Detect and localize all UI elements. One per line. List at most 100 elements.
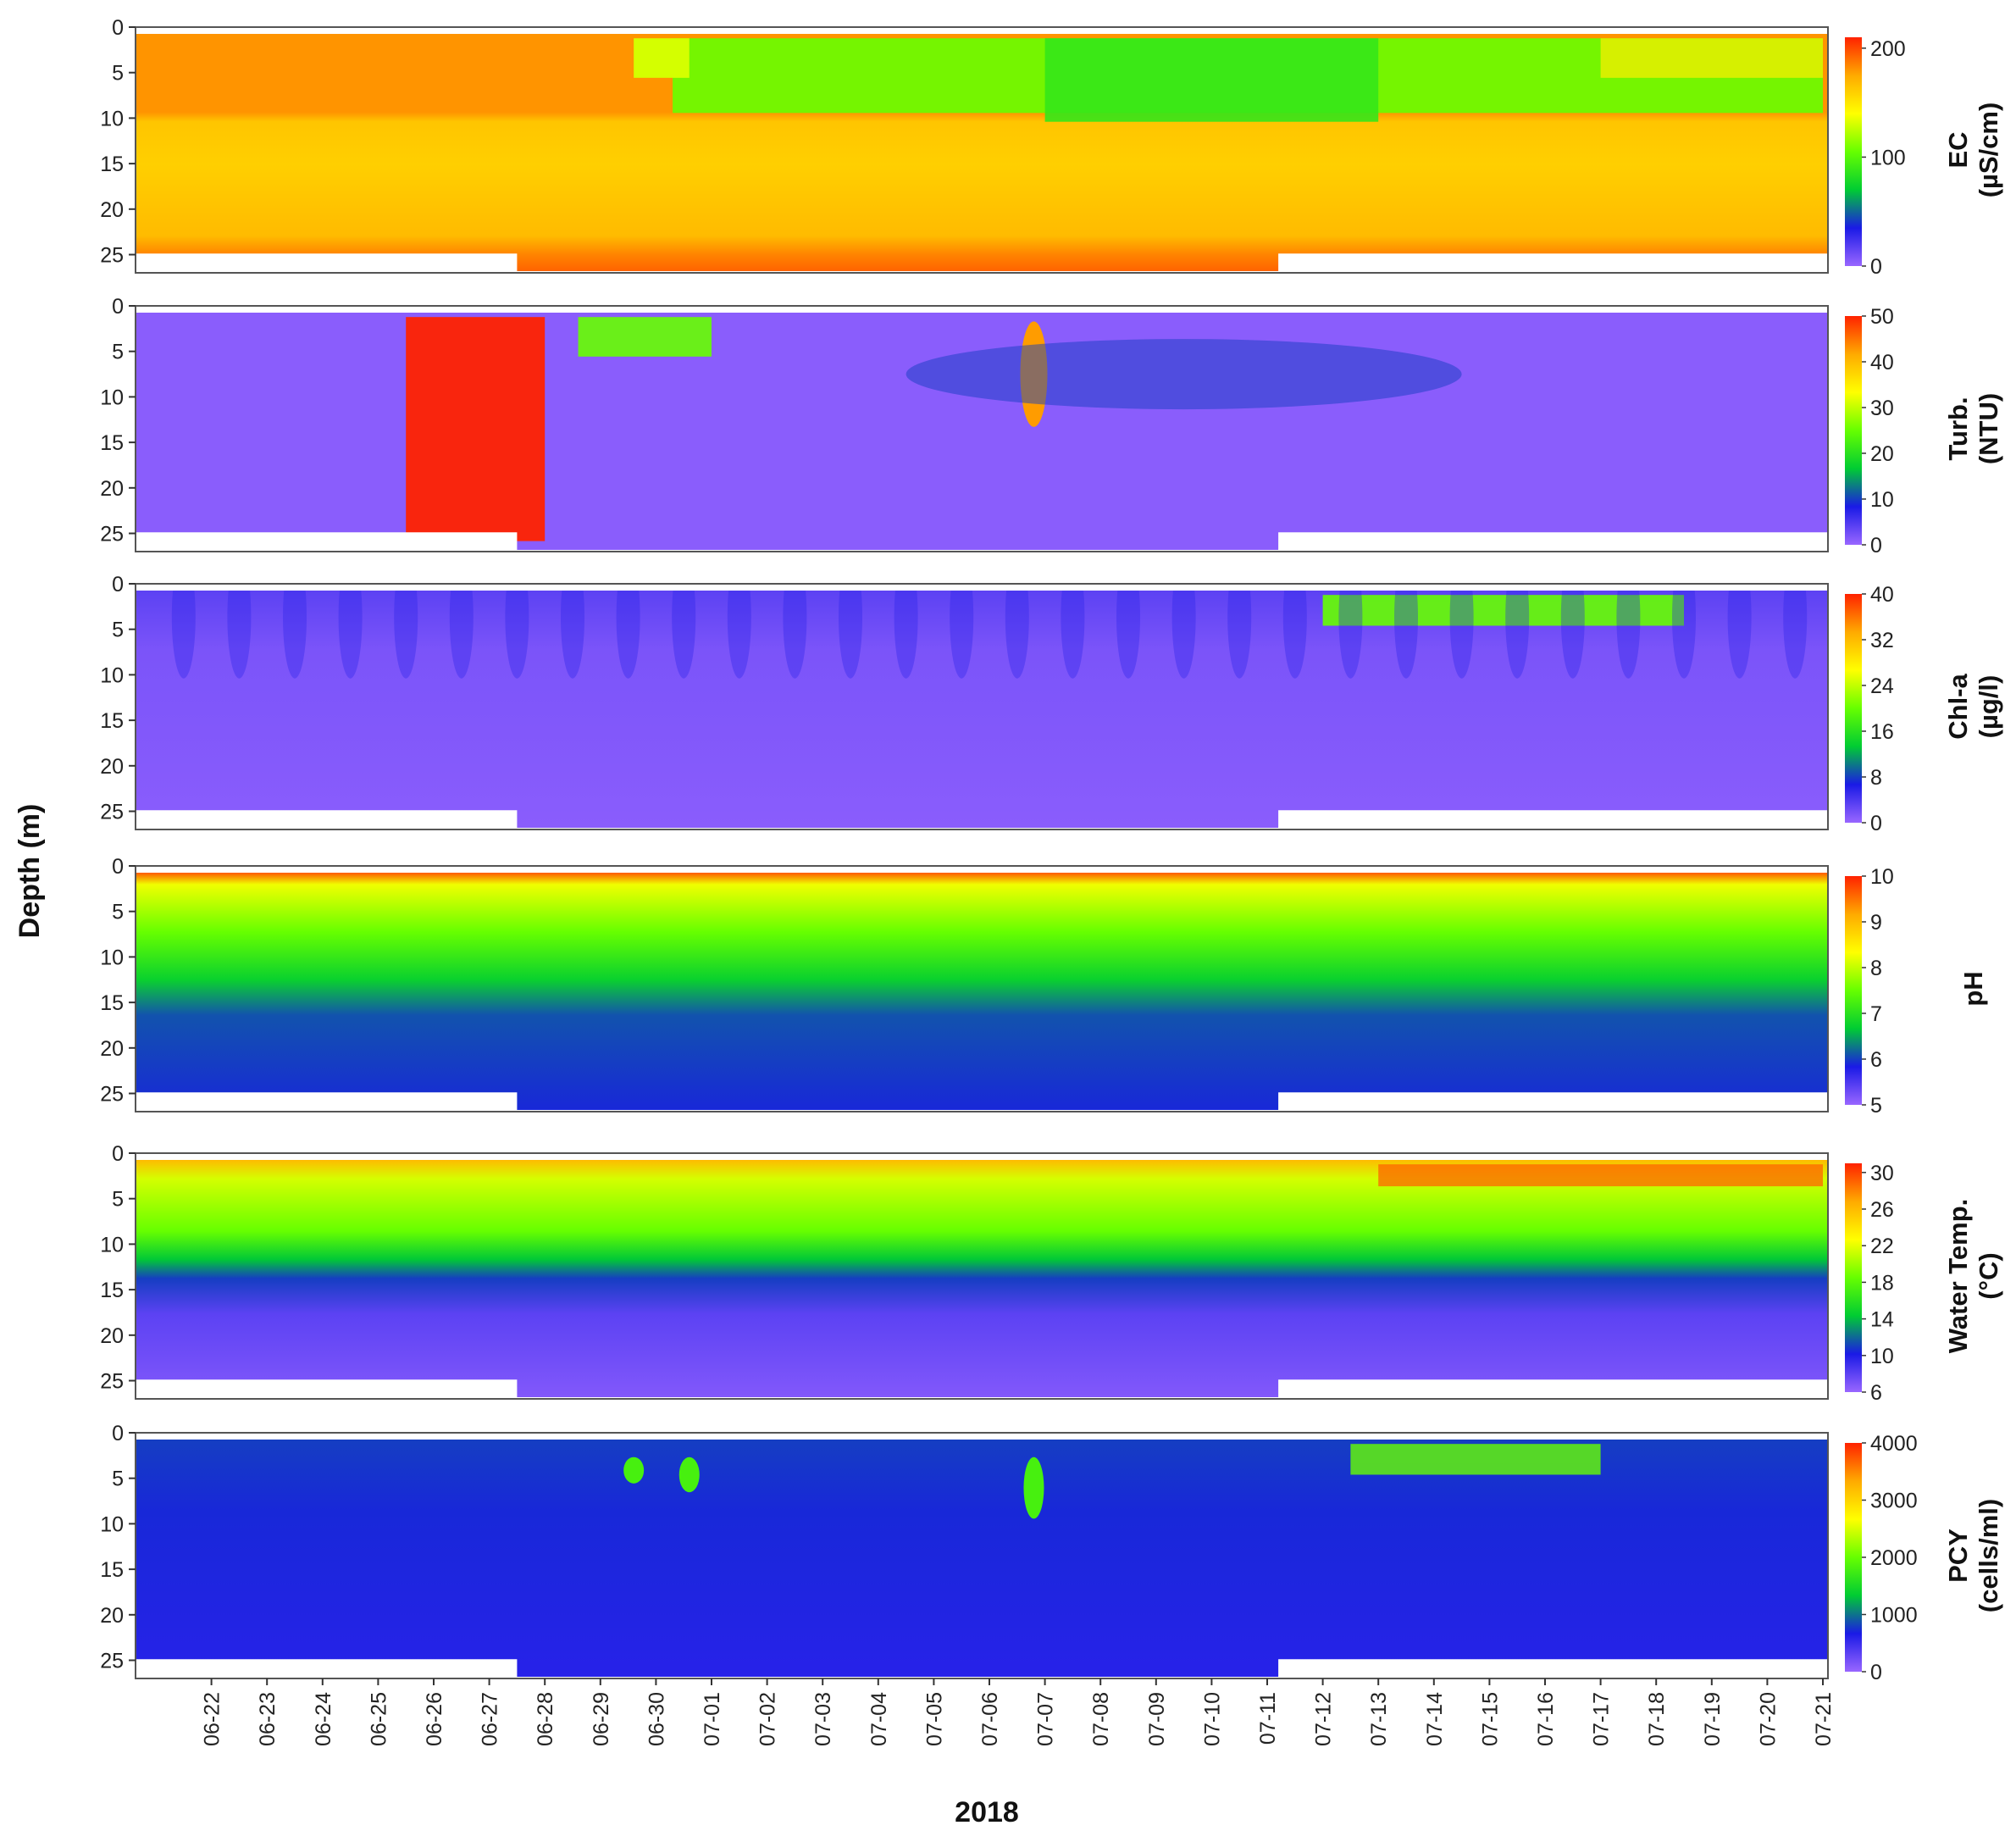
x-tick-label: 07-20 [1756, 1692, 1780, 1746]
panel-frame [135, 583, 1829, 830]
y-tick-label: 0 [112, 295, 124, 319]
y-tick-label: 15 [100, 1558, 124, 1582]
x-tick-label: 06-28 [534, 1692, 557, 1746]
chl-diel [1672, 591, 1696, 679]
colorbar-label-line: (µg/l) [1974, 675, 2003, 739]
x-tick-label: 07-12 [1312, 1692, 1336, 1746]
x-tick-label: 07-03 [811, 1692, 835, 1746]
x-tick-label: 07-18 [1645, 1692, 1669, 1746]
panel-frame [135, 1152, 1829, 1400]
y-tick-label: 5 [112, 1467, 124, 1491]
chl-diel [1005, 591, 1029, 679]
y-tick-label: 20 [100, 1324, 124, 1348]
y-tick-label: 20 [100, 477, 124, 501]
x-tick-label: 06-26 [423, 1692, 446, 1746]
chl-bloom [1322, 595, 1684, 626]
pcy-peak [623, 1456, 645, 1484]
y-tick-label: 0 [112, 16, 124, 40]
colorbar-tick-label: 2000 [1870, 1546, 1918, 1570]
colorbar-tick-label: 6 [1870, 1381, 1882, 1405]
heatmap-field [136, 591, 1828, 828]
colorbar-label-line: (cells/ml) [1974, 1499, 2003, 1612]
x-tick-label: 07-07 [1034, 1692, 1058, 1746]
y-tick-label: 0 [112, 855, 124, 879]
colorbar-tick-label: 8 [1870, 957, 1882, 980]
chl-diel [1783, 591, 1808, 679]
x-tick-label: 06-24 [312, 1692, 335, 1746]
colorbar-tick-label: 50 [1870, 305, 1894, 329]
colorbar-tick-label: 10 [1870, 1345, 1894, 1368]
y-tick-label: 15 [100, 991, 124, 1015]
chl-diel [839, 591, 862, 679]
x-tick-label: 06-23 [256, 1692, 280, 1746]
no-data-region [1278, 1379, 1828, 1397]
colorbar-tick-label: 0 [1870, 812, 1882, 835]
colorbar-tick-label: 40 [1870, 351, 1894, 375]
chl-diel [1282, 591, 1307, 679]
colorbar-label: PCY (cells/ml) [1943, 1499, 2003, 1612]
colorbar-tick-label: 32 [1870, 629, 1894, 652]
heatmap-field [136, 34, 1828, 271]
colorbar-label: Chl-a (µg/l) [1943, 673, 2003, 739]
colorbar-label-line: Water Temp. [1943, 1199, 1973, 1354]
x-tick-label: 07-16 [1534, 1692, 1558, 1746]
colorbar-tick-label: 10 [1870, 488, 1894, 512]
colorbar-tick-label: 1000 [1870, 1604, 1918, 1628]
y-tick-label: 0 [112, 573, 124, 596]
turbidity-spike [406, 317, 546, 541]
y-tick-label: 0 [112, 1422, 124, 1445]
heatmap-field [136, 1160, 1828, 1397]
y-tick-label: 0 [112, 1142, 124, 1166]
heatmap-field [136, 873, 1828, 1110]
colorbar-label-line: (NTU) [1974, 393, 2003, 464]
no-data-region [1278, 1659, 1828, 1677]
chl-diel [171, 591, 196, 679]
colorbar-label-line: EC [1943, 131, 1973, 168]
colorbar-label-line: pH [1958, 971, 1988, 1006]
colorbar [1845, 316, 1862, 545]
heatmap-field [136, 313, 1828, 550]
y-tick-label: 20 [100, 1037, 124, 1061]
y-tick-label: 15 [100, 709, 124, 733]
colorbar [1845, 876, 1862, 1105]
chl-diel [1560, 591, 1585, 679]
no-data-region [136, 1379, 518, 1397]
chl-diel [283, 591, 307, 679]
no-data-region [136, 532, 518, 550]
colorbar-tick-label: 24 [1870, 674, 1894, 698]
chl-diel [1171, 591, 1196, 679]
colorbar-tick-label: 7 [1870, 1002, 1882, 1026]
heatmap-field [136, 1440, 1828, 1677]
y-tick-label: 20 [100, 755, 124, 779]
colorbar-label: Water Temp. (°C) [1943, 1199, 2003, 1354]
colorbar-label: EC (µS/cm) [1943, 103, 2003, 198]
no-data-region [136, 253, 518, 271]
chl-diel [505, 591, 529, 679]
colorbar-tick-label: 5 [1870, 1094, 1882, 1118]
y-tick-label: 10 [100, 107, 124, 130]
heatmap-background [136, 1440, 1828, 1677]
colorbar-tick-label: 200 [1870, 37, 1906, 61]
chl-diel [1394, 591, 1418, 679]
y-tick-label: 25 [100, 523, 124, 546]
colorbar [1845, 1163, 1862, 1392]
colorbar-tick-label: 0 [1870, 534, 1882, 558]
chl-diel [616, 591, 640, 679]
pcy-bloom [1350, 1444, 1601, 1475]
no-data-region [1278, 532, 1828, 550]
y-tick-label: 10 [100, 663, 124, 687]
chl-diel [950, 591, 974, 679]
x-tick-label: 07-13 [1367, 1692, 1391, 1746]
colorbar-tick-label: 22 [1870, 1234, 1894, 1258]
y-tick-label: 5 [112, 619, 124, 642]
turbidity-surface [578, 317, 712, 357]
heatmap-background [136, 313, 1828, 550]
colorbar-label-line: PCY [1943, 1529, 1973, 1583]
chl-diel [1616, 591, 1641, 679]
x-tick-label: 07-14 [1423, 1692, 1447, 1746]
low-ec-core [1044, 38, 1379, 122]
panel-watertemp: 0 5 10 15 20 25 6 10 14 18 22 26 30 Water Temp. (°C) [100, 1142, 2003, 1405]
y-tick-label: 10 [100, 1512, 124, 1536]
colorbar-label-line: (°C) [1974, 1252, 2003, 1299]
